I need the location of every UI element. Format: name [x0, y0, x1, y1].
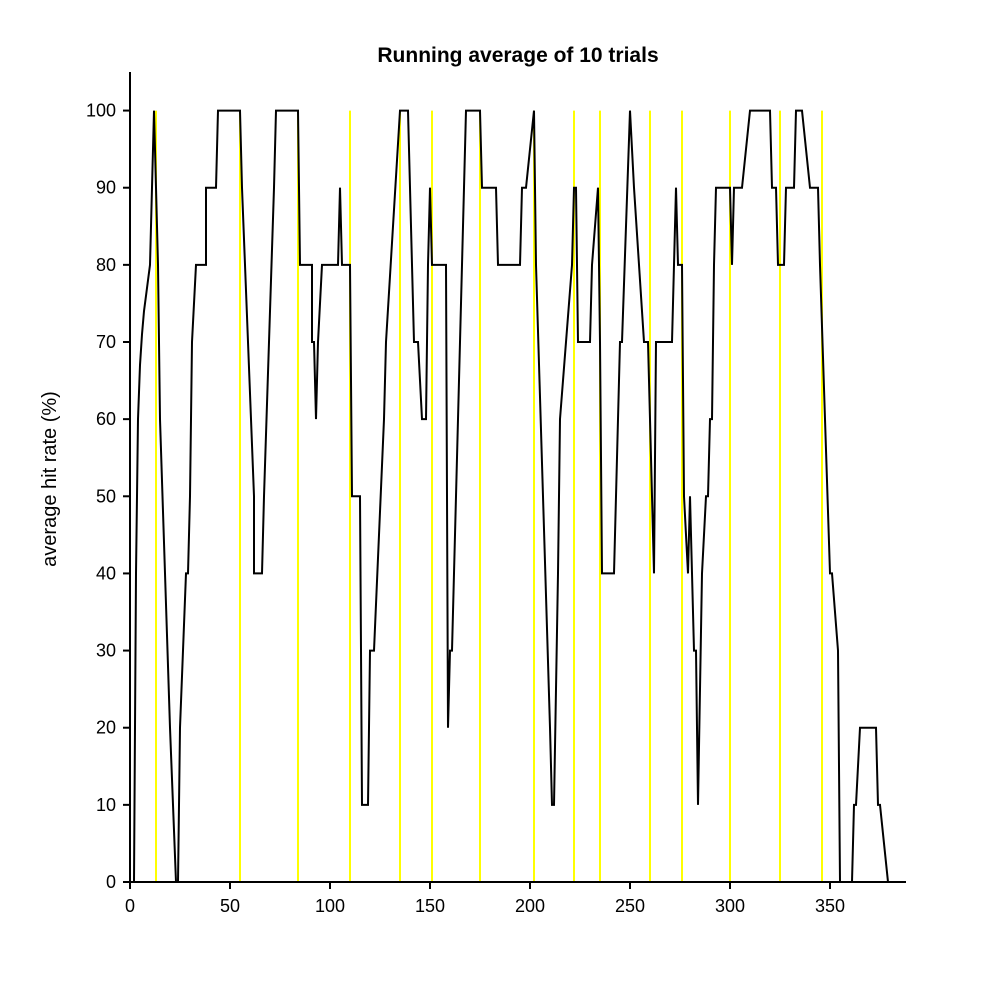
- x-tick-label: 200: [515, 896, 545, 916]
- series-line-running-average: [130, 109, 889, 883]
- y-tick-label: 80: [96, 255, 116, 275]
- x-tick-label: 0: [125, 896, 135, 916]
- y-tick-label: 20: [96, 718, 116, 738]
- x-tick-label: 50: [220, 896, 240, 916]
- chart-title: Running average of 10 trials: [377, 44, 658, 67]
- x-tick-label: 150: [415, 896, 445, 916]
- y-axis-label: average hit rate (%): [39, 391, 61, 567]
- y-tick-label: 10: [96, 795, 116, 815]
- y-tick-label: 100: [86, 101, 116, 121]
- y-tick-label: 70: [96, 332, 116, 352]
- x-tick-label: 300: [715, 896, 745, 916]
- marker-lines: [155, 110, 823, 882]
- y-tick-label: 30: [96, 641, 116, 661]
- axes: [129, 72, 906, 883]
- x-tick-label: 250: [615, 896, 645, 916]
- y-tick-label: 50: [96, 486, 116, 506]
- x-tick-label: 350: [815, 896, 845, 916]
- y-tick-label: 40: [96, 563, 116, 583]
- x-tick-label: 100: [315, 896, 345, 916]
- y-tick-label: 0: [106, 872, 116, 892]
- y-ticks: 0 10 20 30 40 50 60 70 80 90 100: [86, 101, 130, 892]
- y-tick-label: 90: [96, 178, 116, 198]
- y-tick-label: 60: [96, 409, 116, 429]
- x-ticks: 0 50 100 150 200 250 300 350: [125, 882, 845, 916]
